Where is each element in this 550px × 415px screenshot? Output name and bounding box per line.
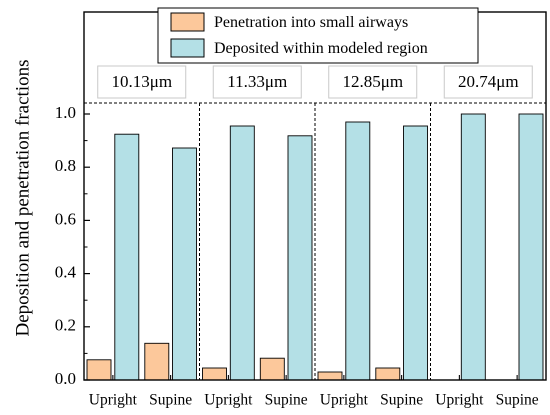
x-tick-label-6: Upright [435, 392, 484, 409]
group-label-0: 10.13μm [111, 72, 172, 91]
legend-label-deposited: Deposited within modeled region [214, 40, 428, 57]
group-labels: 10.13μm 11.33μm 12.85μm 20.74μm [97, 65, 533, 99]
x-tick-label-5: Supine [380, 392, 423, 409]
group-label-box-1 [212, 65, 302, 99]
y-tick-label-2: 0.4 [55, 263, 77, 282]
group-label-2: 12.85μm [342, 72, 403, 91]
bar-deposited-6 [460, 113, 486, 381]
x-tick-label-2: Upright [204, 392, 253, 409]
bar-deposited-7 [518, 113, 544, 381]
bar-penetration-1 [144, 342, 170, 381]
bar-deposited-3 [287, 135, 313, 381]
y-tick-label-5: 1.0 [55, 103, 76, 122]
y-tick-label-4: 0.8 [55, 156, 76, 175]
legend-swatch-deposited [170, 38, 205, 58]
y-tick-label-3: 0.6 [55, 209, 76, 228]
bars-layer [86, 113, 544, 381]
legend-swatch-penetration [170, 12, 205, 32]
x-tick-label-4: Upright [320, 392, 369, 409]
bar-deposited-1 [172, 147, 197, 381]
bar-deposited-4 [345, 121, 371, 381]
x-tick-label-0: Upright [89, 392, 138, 409]
bar-penetration-2 [202, 367, 227, 381]
bar-penetration-3 [259, 357, 285, 381]
y-axis: 0.0 0.2 0.4 0.6 0.8 1.0 [55, 103, 90, 388]
legend-label-penetration: Penetration into small airways [214, 14, 408, 31]
bar-penetration-0 [86, 359, 112, 381]
group-label-1: 11.33μm [227, 72, 287, 91]
y-axis-label: Deposition and penetration fractions [12, 59, 33, 336]
bar-deposited-0 [114, 133, 140, 381]
group-label-box-3 [443, 65, 533, 99]
x-tick-label-1: Supine [149, 392, 192, 409]
bar-penetration-4 [317, 371, 343, 381]
bar-deposited-2 [229, 125, 255, 381]
y-tick-label-1: 0.2 [55, 316, 76, 335]
y-tick-label-0: 0.0 [55, 369, 76, 388]
bar-penetration-5 [375, 367, 401, 381]
x-tick-label-3: Supine [265, 392, 308, 409]
group-label-3: 20.74μm [458, 72, 519, 91]
group-label-box-2 [328, 65, 418, 99]
bar-deposited-5 [403, 125, 428, 381]
group-dividers [84, 102, 546, 380]
legend: Penetration into small airways Deposited… [157, 7, 479, 64]
group-label-box-0 [97, 65, 187, 99]
x-tick-label-7: Supine [496, 392, 539, 409]
x-axis: Upright Supine Upright Supine Upright Supine U… [89, 375, 539, 409]
legend-frame [157, 7, 479, 64]
